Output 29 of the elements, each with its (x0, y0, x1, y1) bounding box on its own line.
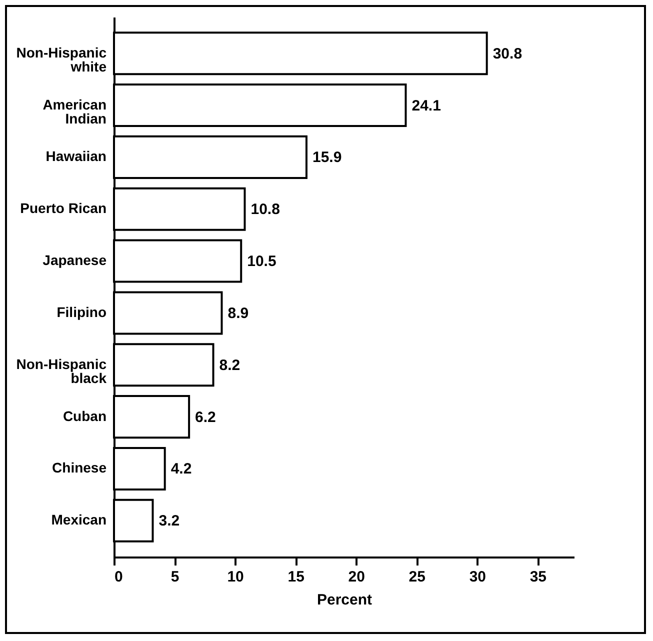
data-label: 30.8 (492, 45, 522, 62)
y-tick-label: Non-Hispanic black (16, 356, 107, 386)
y-tick-label: Japanese (42, 252, 107, 268)
data-label: 10.8 (250, 201, 280, 218)
x-tick-label: 10 (227, 568, 244, 586)
data-label: 10.5 (247, 253, 276, 270)
x-tick-label: 15 (288, 568, 304, 586)
data-label: 24.1 (412, 97, 441, 114)
y-tick-label: Filipino (56, 304, 106, 320)
y-tick-label: Hawaiian (46, 148, 106, 164)
x-axis-title: Percent (316, 592, 372, 608)
x-tick-label: 35 (530, 568, 547, 586)
data-label: 8.9 (228, 304, 249, 322)
data-label: 8.2 (219, 356, 240, 374)
x-tick-label: 30 (469, 568, 486, 586)
x-tick-label: 0 (114, 568, 123, 586)
x-tick-label: 25 (408, 568, 426, 586)
y-tick-label: American Indian (42, 96, 106, 126)
y-tick-label: Puerto Rican (20, 200, 106, 216)
x-tick-label: 5 (170, 568, 180, 586)
y-tick-label: Non-Hispanic white (16, 44, 107, 74)
data-label: 15.9 (312, 149, 342, 166)
data-label: 4.2 (170, 460, 192, 478)
data-label: 6.2 (195, 408, 216, 426)
data-label: 3.2 (158, 512, 180, 530)
y-tick-label: Mexican (51, 512, 106, 528)
x-tick-label: 20 (348, 568, 365, 586)
y-tick-label: Cuban (62, 408, 106, 424)
y-tick-label: Chinese (52, 460, 107, 476)
